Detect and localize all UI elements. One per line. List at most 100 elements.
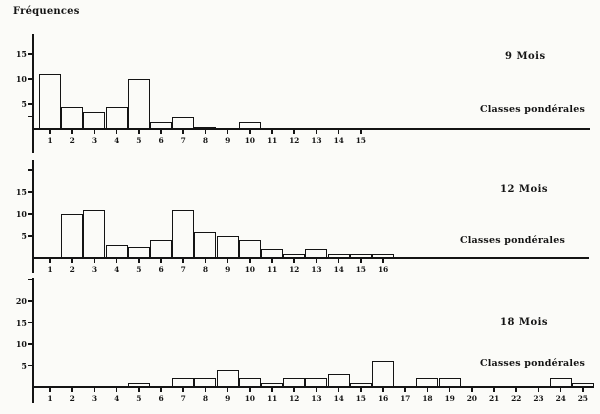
- x-tick: [249, 388, 251, 392]
- histogram-bar: [371, 361, 395, 387]
- x-tick-label: 22: [511, 393, 522, 403]
- x-tick: [204, 388, 207, 392]
- y-tick-label: 10: [15, 74, 27, 84]
- x-tick: [160, 259, 162, 263]
- x-tick: [71, 130, 73, 134]
- x-tick-label: 1: [47, 393, 53, 403]
- x-tick: [49, 130, 51, 134]
- x-tick-label: 11: [266, 393, 278, 403]
- histogram-bar: [61, 106, 84, 129]
- x-axis-line: [33, 386, 594, 388]
- x-tick-label: 15: [355, 393, 366, 403]
- x-tick-label: 13: [311, 135, 322, 145]
- x-tick-label: 4: [114, 135, 120, 145]
- y-tick-label: 5: [21, 231, 27, 241]
- x-tick-label: 21: [488, 393, 500, 403]
- histogram-bar: [216, 369, 239, 387]
- histogram-bar: [105, 244, 128, 258]
- x-tick: [71, 259, 73, 263]
- x-tick: [426, 388, 429, 392]
- x-tick: [138, 388, 140, 392]
- y-tick: [28, 300, 33, 302]
- y-tick-label: 20: [15, 296, 27, 306]
- y-tick-label: 10: [15, 339, 27, 349]
- y-tick-label: 15: [15, 187, 27, 197]
- x-tick-label: 2: [69, 264, 75, 274]
- x-tick-label: 3: [91, 264, 97, 274]
- x-tick: [93, 259, 96, 263]
- histogram-bar: [105, 106, 128, 129]
- y-axis-line: [32, 34, 34, 153]
- y-tick: [28, 115, 33, 118]
- x-tick: [204, 259, 207, 263]
- x-tick: [249, 259, 251, 263]
- chart-title: 18 Mois: [500, 317, 549, 328]
- x-tick-label: 2: [69, 135, 75, 145]
- x-tick-label: 20: [466, 393, 477, 403]
- x-tick-label: 16: [377, 264, 389, 274]
- x-tick: [226, 259, 229, 263]
- x-tick-label: 6: [158, 264, 164, 274]
- x-tick: [382, 259, 384, 263]
- x-tick-label: 5: [136, 393, 142, 403]
- x-tick-label: 6: [158, 135, 164, 145]
- histogram-bar: [149, 240, 173, 258]
- x-tick: [160, 388, 162, 392]
- x-tick-label: 9: [225, 135, 231, 145]
- histogram-bar: [83, 209, 106, 258]
- x-tick-label: 7: [180, 135, 186, 145]
- x-tick: [582, 388, 584, 392]
- x-axis-title: Classes pondérales: [479, 104, 585, 115]
- x-tick-label: 25: [577, 393, 588, 403]
- y-tick: [28, 278, 33, 281]
- x-tick-label: 3: [91, 135, 97, 145]
- x-tick-label: 14: [333, 135, 344, 145]
- x-tick: [360, 388, 362, 392]
- x-tick: [493, 388, 495, 392]
- y-tick: [28, 78, 33, 80]
- x-tick: [293, 130, 295, 134]
- x-tick: [315, 130, 318, 134]
- x-tick: [271, 259, 273, 263]
- x-tick-label: 8: [202, 135, 208, 145]
- x-axis-title: Classes pondérales: [459, 235, 565, 246]
- x-tick-label: 10: [244, 393, 255, 403]
- y-tick-label: 5: [21, 360, 27, 371]
- x-tick: [138, 259, 140, 263]
- x-tick: [360, 259, 362, 263]
- x-tick: [515, 388, 517, 392]
- x-tick-label: 5: [136, 264, 142, 274]
- x-tick: [337, 388, 340, 392]
- x-tick-label: 8: [202, 264, 208, 274]
- y-tick-label: 5: [21, 99, 27, 109]
- x-tick: [559, 388, 562, 392]
- y-tick: [28, 343, 33, 345]
- x-tick-label: 14: [333, 393, 344, 403]
- histogram-bar: [216, 236, 239, 258]
- x-tick-label: 6: [158, 393, 164, 403]
- x-tick: [271, 130, 273, 134]
- x-tick-label: 10: [244, 135, 255, 145]
- x-tick: [93, 388, 96, 392]
- x-tick-label: 7: [180, 393, 186, 403]
- x-tick-label: 3: [91, 393, 97, 403]
- y-tick: [28, 213, 33, 215]
- x-tick-label: 9: [225, 393, 231, 403]
- x-tick: [49, 388, 51, 392]
- x-tick: [360, 130, 362, 134]
- x-tick: [293, 259, 295, 263]
- x-tick: [337, 259, 340, 263]
- histogram-bar: [194, 231, 217, 258]
- x-tick-label: 15: [355, 135, 366, 145]
- y-tick: [28, 103, 33, 105]
- x-axis-title: Classes pondérales: [479, 358, 585, 369]
- chart-title: 9 Mois: [505, 51, 546, 62]
- x-tick-label: 13: [311, 264, 322, 274]
- x-tick: [226, 130, 229, 134]
- x-tick-label: 4: [114, 393, 120, 403]
- y-tick-label: 15: [15, 49, 27, 59]
- x-tick-label: 13: [311, 393, 322, 403]
- y-tick-label: 10: [15, 209, 27, 219]
- y-axis-title: Fréquences: [13, 6, 80, 17]
